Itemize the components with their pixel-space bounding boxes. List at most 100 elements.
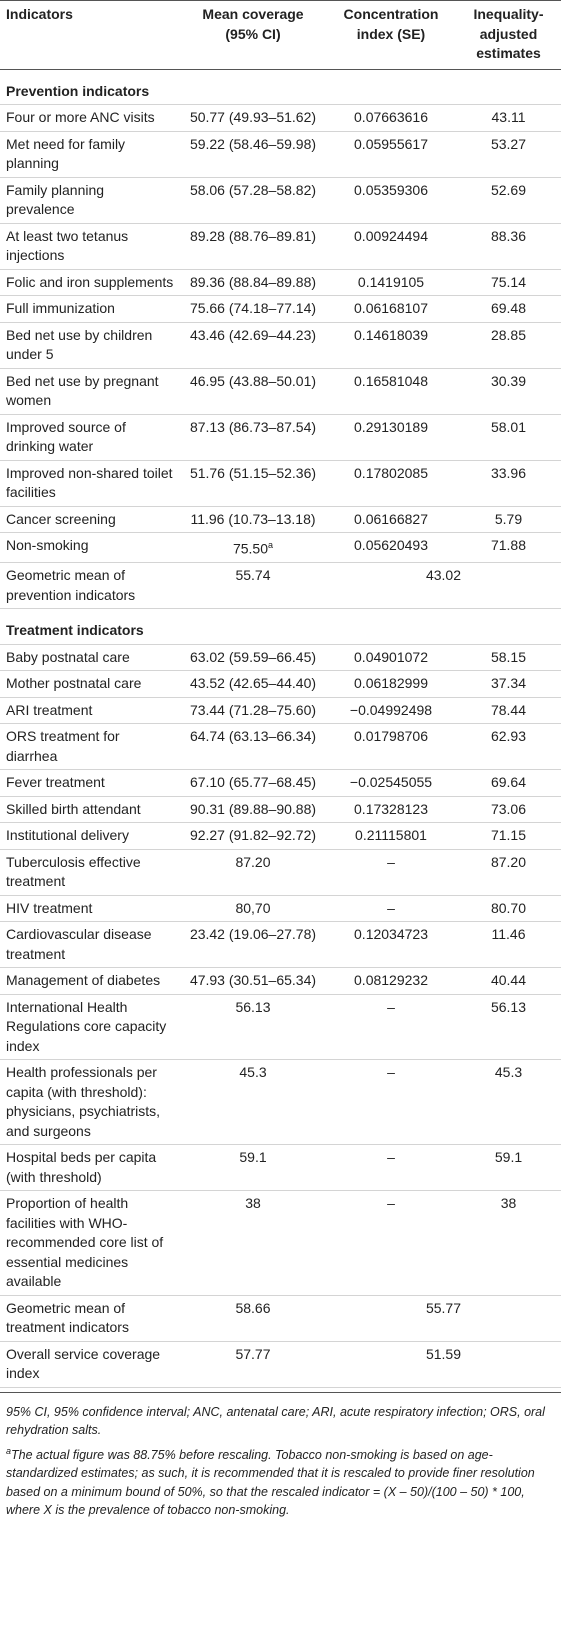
table-cell: 33.96 [456,460,561,507]
table-cell: – [326,1059,456,1146]
table-cell: – [326,895,456,923]
table-cell: 58.06 (57.28–58.82) [180,177,326,224]
table-cell: 71.88 [456,532,561,564]
table-cell: 38 [180,1190,326,1296]
section-row: Prevention indicators [0,69,561,105]
table-cell: 46.95 (43.88–50.01) [180,368,326,415]
table-cell: 59.1 [456,1144,561,1192]
table-cell: Improved source of drinking water [0,414,180,461]
table-cell: Geometric mean of treatment indicators [0,1295,180,1342]
table-cell: 58.01 [456,414,561,461]
column-header: Mean coverage (95% CI) [180,0,326,70]
table-cell: 43.11 [456,104,561,132]
table-cell: 38 [456,1190,561,1296]
table-cell: 0.04901072 [326,644,456,672]
table-cell: Institutional delivery [0,822,180,850]
table-cell: ORS treatment for diarrhea [0,723,180,771]
table-cell: 73.44 (71.28–75.60) [180,697,326,725]
table-row: Improved non-shared toilet facilities 51.… [0,460,561,507]
table-cell: 69.48 [456,295,561,323]
table-cell: Management of diabetes [0,967,180,995]
table-cell: 50.77 (49.93–51.62) [180,104,326,132]
table-cell: 59.1 [180,1144,326,1192]
table: Indicators Mean coverage (95% CI) Concentr… [0,0,561,1388]
table-row: Geometric mean of prevention indicators 5… [0,562,561,610]
table-row: Folic and iron supplements 89.36 (88.84–8… [0,269,561,296]
table-cell: 0.01798706 [326,723,456,771]
table-cell: Non-smoking [0,532,180,564]
table-cell: 0.05620493 [326,532,456,564]
table-cell: – [326,994,456,1061]
table-cell: 0.05359306 [326,177,456,224]
table-cell: 0.21115801 [326,822,456,850]
table-cell: Baby postnatal care [0,644,180,672]
column-header: Concentration index (SE) [326,0,456,70]
table-cell: 73.06 [456,796,561,824]
table-row: Bed net use by pregnant women 46.95 (43.8… [0,368,561,415]
table-cell: 11.46 [456,921,561,969]
table-cell: Skilled birth attendant [0,796,180,824]
table-cell: – [326,1190,456,1296]
table-cell: 56.13 [180,994,326,1061]
table-row: Management of diabetes 47.93 (30.51–65.34… [0,967,561,995]
footnote-text: 95% CI, 95% confidence interval; ANC, an… [6,1404,545,1438]
table-cell: 89.28 (88.76–89.81) [180,223,326,270]
table-row: Four or more ANC visits 50.77 (49.93–51.6… [0,104,561,132]
table-cell: 0.12034723 [326,921,456,969]
table-cell: 28.85 [456,322,561,369]
table-cell: Tuberculosis effective treatment [0,849,180,896]
table-cell: 40.44 [456,967,561,995]
table-row: Non-smoking 75.50a 0.05620493 71.88 [0,532,561,564]
table-cell: Health professionals per capita (with th… [0,1059,180,1146]
table-cell: ARI treatment [0,697,180,725]
table-cell: Four or more ANC visits [0,104,180,132]
footnotes: 95% CI, 95% confidence interval; ANC, an… [0,1391,561,1520]
table-row: Proportion of health facilities with WHO… [0,1190,561,1296]
table-row: Geometric mean of treatment indicators 58… [0,1295,561,1342]
table-cell: 30.39 [456,368,561,415]
table-cell: 43.46 (42.69–44.23) [180,322,326,369]
table-row: Skilled birth attendant 90.31 (89.88–90.8… [0,796,561,824]
table-row: Health professionals per capita (with th… [0,1059,561,1146]
table-cell: Overall service coverage index [0,1341,180,1388]
table-row: At least two tetanus injections 89.28 (88… [0,223,561,270]
table-row: International Health Regulations core ca… [0,994,561,1061]
table-cell: Proportion of health facilities with WHO… [0,1190,180,1296]
table-cell: 58.66 [180,1295,326,1342]
table-cell: 43.52 (42.65–44.40) [180,670,326,698]
table-cell: 0.16581048 [326,368,456,415]
table-cell: Folic and iron supplements [0,269,180,296]
table-cell: 0.29130189 [326,414,456,461]
table-row: Hospital beds per capita (with threshold… [0,1144,561,1192]
table-cell: −0.04992498 [326,697,456,725]
table-cell: Mother postnatal care [0,670,180,698]
table-cell: 47.93 (30.51–65.34) [180,967,326,995]
table-row: Baby postnatal care 63.02 (59.59–66.45) 0.… [0,644,561,672]
table-row: Institutional delivery 92.27 (91.82–92.72… [0,822,561,850]
table-cell: Family planning prevalence [0,177,180,224]
column-header: Indicators [0,0,180,70]
table-cell: 75.14 [456,269,561,296]
table-cell: – [326,1144,456,1192]
table-row: Cancer screening 11.96 (10.73–13.18) 0.061… [0,506,561,533]
table-cell: 71.15 [456,822,561,850]
table-cell: 0.00924494 [326,223,456,270]
header-row: Indicators Mean coverage (95% CI) Concentr… [0,0,561,70]
table-cell: 0.07663616 [326,104,456,132]
table-cell: HIV treatment [0,895,180,923]
table-row: Bed net use by children under 5 43.46 (42… [0,322,561,369]
table-row: HIV treatment 80,70–80.70 [0,895,561,923]
table-cell: 58.15 [456,644,561,672]
table-cell: 80,70 [180,895,326,923]
table-body: Prevention indicators Four or more ANC vi… [0,69,561,1388]
table-cell: 53.27 [456,131,561,178]
table-cell: 67.10 (65.77–68.45) [180,769,326,797]
document: Indicators Mean coverage (95% CI) Concentr… [0,0,561,1520]
table-cell: 64.74 (63.13–66.34) [180,723,326,771]
table-cell: 45.3 [180,1059,326,1146]
table-cell: Met need for family planning [0,131,180,178]
table-cell: 63.02 (59.59–66.45) [180,644,326,672]
table-cell: 45.3 [456,1059,561,1146]
table-cell: 57.77 [180,1341,326,1388]
table-row: ARI treatment 73.44 (71.28–75.60) −0.04992… [0,697,561,725]
